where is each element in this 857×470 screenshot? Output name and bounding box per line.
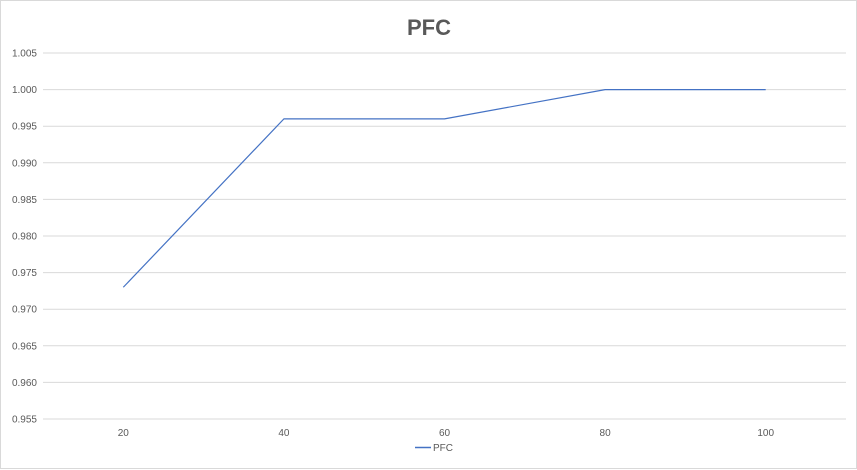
y-tick-label: 0.965 bbox=[12, 341, 37, 352]
gridlines bbox=[43, 52, 846, 420]
y-tick-label: 0.980 bbox=[12, 232, 37, 243]
x-tick-label: 20 bbox=[118, 428, 130, 439]
y-tick-label: 0.975 bbox=[12, 268, 37, 279]
y-tick-label: 1.005 bbox=[12, 49, 37, 60]
series-line-pfc bbox=[122, 88, 766, 288]
y-tick-label: 0.955 bbox=[12, 415, 37, 426]
x-tick-label: 60 bbox=[439, 428, 451, 439]
y-tick-label: 0.985 bbox=[12, 195, 37, 206]
series-lines bbox=[122, 88, 766, 288]
legend-label: PFC bbox=[433, 443, 453, 454]
y-tick-label: 0.995 bbox=[12, 122, 37, 133]
legend[interactable]: PFC bbox=[415, 443, 453, 454]
x-tick-label: 40 bbox=[278, 428, 290, 439]
y-tick-label: 1.000 bbox=[12, 85, 37, 96]
x-tick-label: 80 bbox=[600, 428, 612, 439]
y-tick-label: 0.960 bbox=[12, 378, 37, 389]
x-tick-label: 100 bbox=[757, 428, 774, 439]
y-tick-label: 0.990 bbox=[12, 158, 37, 169]
x-axis-tick-labels: 20 40 60 80 100 bbox=[118, 428, 775, 439]
y-tick-label: 0.970 bbox=[12, 305, 37, 316]
chart-title: PFC bbox=[407, 15, 451, 40]
y-axis-tick-labels: 1.005 1.000 0.995 0.990 0.985 0.980 0.975 0.970… bbox=[12, 49, 37, 426]
